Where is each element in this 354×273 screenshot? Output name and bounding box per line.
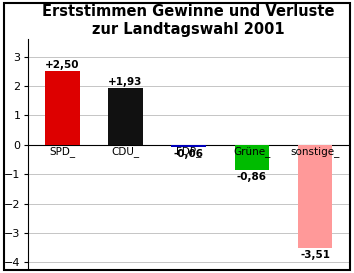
- Text: Grüne_: Grüne_: [233, 146, 270, 157]
- Text: sonstige_: sonstige_: [290, 146, 340, 157]
- Text: -0,86: -0,86: [237, 173, 267, 182]
- Text: -0,06: -0,06: [174, 149, 204, 159]
- Bar: [171, 145, 206, 147]
- Text: FDP_: FDP_: [176, 146, 201, 157]
- Bar: [108, 88, 143, 145]
- Title: Erststimmen Gewinne und Verluste
zur Landtagswahl 2001: Erststimmen Gewinne und Verluste zur Lan…: [42, 4, 335, 37]
- Bar: [298, 145, 332, 248]
- Text: +1,93: +1,93: [108, 77, 143, 87]
- Text: CDU_: CDU_: [112, 146, 139, 157]
- Text: SPD_: SPD_: [49, 146, 75, 157]
- Text: -3,51: -3,51: [300, 250, 330, 260]
- Bar: [45, 72, 80, 145]
- Bar: [235, 145, 269, 170]
- Text: +2,50: +2,50: [45, 60, 80, 70]
